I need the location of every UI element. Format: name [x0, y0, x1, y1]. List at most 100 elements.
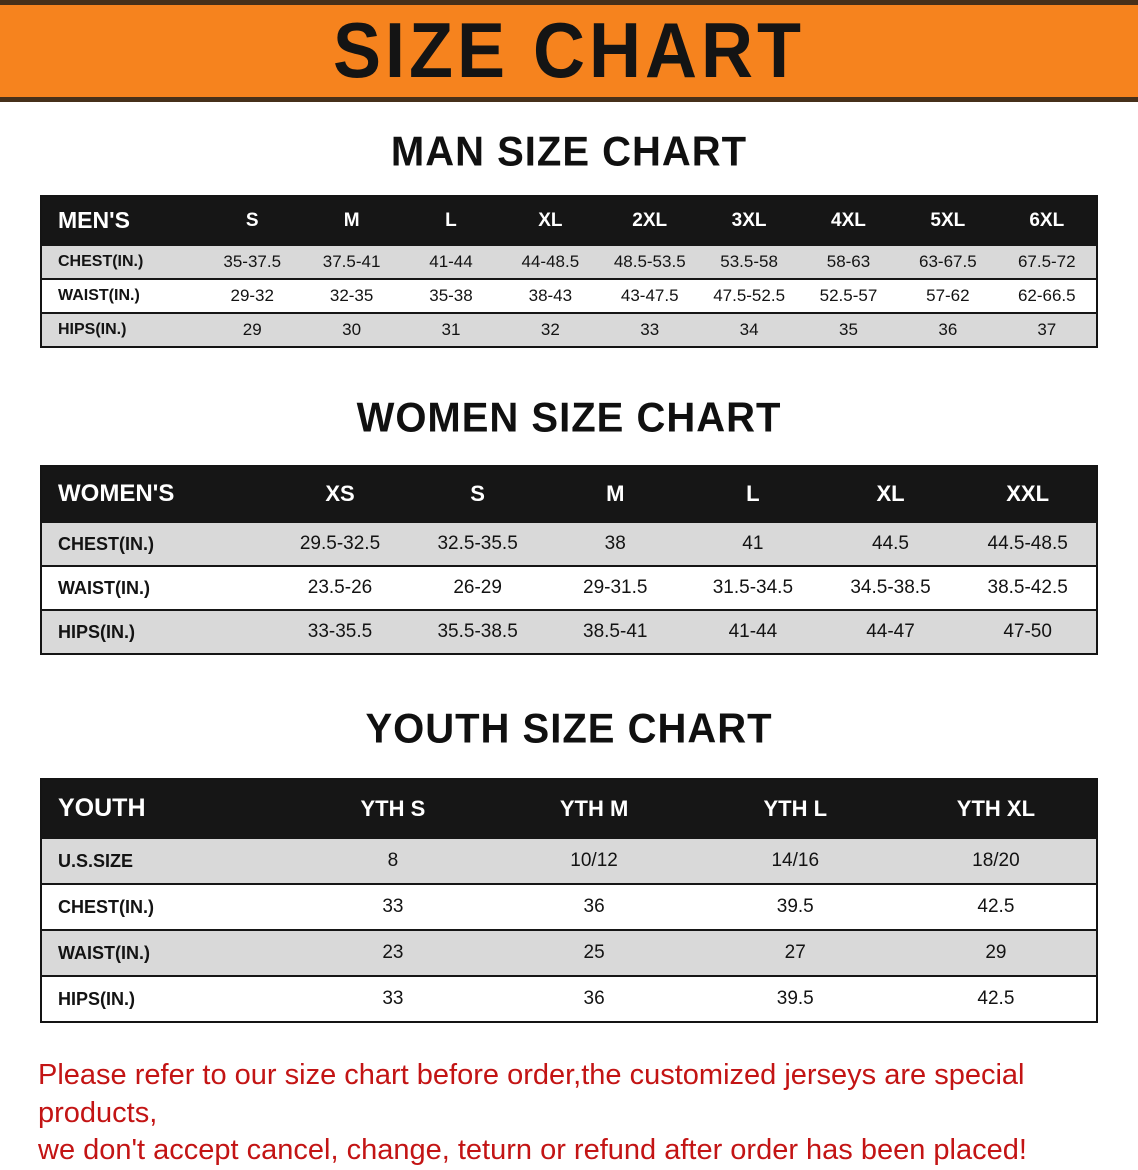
- column-header: 5XL: [898, 196, 998, 245]
- size-value: 32.5-35.5: [437, 533, 518, 554]
- size-value: 32: [540, 320, 560, 339]
- column-header: L: [684, 466, 822, 522]
- size-value: 62-66.5: [1017, 286, 1076, 305]
- table-row: HIPS(IN.) 29 30 31 32 33 34 35 36 37: [41, 313, 1097, 347]
- size-value: 31: [441, 320, 461, 339]
- size-value: 44-47: [866, 621, 915, 642]
- size-value: 32-35: [329, 286, 374, 305]
- column-header: YTH L: [694, 779, 896, 838]
- order-policy-note-line1: Please refer to our size chart before or…: [38, 1059, 1025, 1129]
- size-value: 29.5-32.5: [299, 533, 381, 554]
- size-value: 29-31.5: [583, 577, 648, 598]
- size-value: 43-47.5: [620, 286, 679, 305]
- column-header: S: [408, 466, 547, 522]
- size-value: 48.5-53.5: [613, 252, 686, 271]
- size-value: 31.5-34.5: [712, 577, 794, 598]
- column-header: L: [401, 196, 501, 245]
- size-value: 29: [242, 320, 262, 339]
- size-value: 38.5-42.5: [987, 577, 1068, 598]
- table-row: CHEST(IN.) 33 36 39.5 42.5: [41, 884, 1097, 930]
- column-header: YTH XL: [895, 779, 1097, 838]
- size-value: 35.5-38.5: [437, 621, 518, 642]
- women-section-heading: WOMEN SIZE CHART: [356, 394, 782, 442]
- size-value: 27: [784, 942, 806, 963]
- row-label: HIPS(IN.): [58, 321, 127, 338]
- table-row: U.S.SIZE 8 10/12 14/16 18/20: [41, 838, 1097, 884]
- size-value: 42.5: [977, 896, 1015, 917]
- banner-title: SIZE CHART: [333, 7, 805, 95]
- size-value: 47-50: [1003, 621, 1052, 642]
- table-title: MEN'S: [41, 196, 203, 245]
- women-size-table: WOMEN'S XS S M L XL XXL CHEST(IN.) 29.5-32.5 32.5…: [40, 465, 1098, 655]
- column-header: 3XL: [699, 196, 799, 245]
- column-header: 6XL: [997, 196, 1097, 245]
- size-value: 35: [839, 320, 858, 339]
- size-value: 38.5-41: [583, 621, 648, 642]
- table-row: WAIST(IN.) 29-32 32-35 35-38 38-43 43-47.5 47.…: [41, 279, 1097, 313]
- size-value: 30: [342, 320, 362, 339]
- size-value: 26-29: [453, 577, 502, 598]
- size-value: 63-67.5: [919, 252, 977, 271]
- size-value: 8: [387, 850, 399, 871]
- row-label: WAIST(IN.): [58, 287, 140, 304]
- column-header: S: [202, 196, 302, 245]
- size-value: 41-44: [728, 621, 778, 642]
- column-header: XL: [821, 466, 960, 522]
- size-value: 44.5: [872, 533, 909, 554]
- row-label: U.S.SIZE: [58, 850, 134, 871]
- table-row: HIPS(IN.) 33-35.5 35.5-38.5 38.5-41 41-44 44-…: [41, 610, 1097, 654]
- size-value: 25: [583, 942, 605, 963]
- size-value: 33: [382, 896, 404, 917]
- size-value: 41: [742, 533, 764, 554]
- size-value: 41-44: [429, 252, 473, 271]
- men-size-table: MEN'S S M L XL 2XL 3XL 4XL 5XL 6XL CHEST(IN.) 35-37…: [40, 195, 1098, 348]
- size-value: 58-63: [826, 252, 871, 271]
- size-value: 36: [583, 896, 605, 917]
- size-value: 18/20: [972, 850, 1020, 871]
- youth-section-heading: YOUTH SIZE CHART: [365, 705, 773, 753]
- table-row: WAIST(IN.) 23 25 27 29: [41, 930, 1097, 976]
- youth-size-table: YOUTH YTH S YTH M YTH L YTH XL U.S.SIZE 8 10/12…: [40, 778, 1098, 1023]
- header-row: MEN'S S M L XL 2XL 3XL 4XL 5XL 6XL: [41, 196, 1097, 245]
- men-section-heading: MAN SIZE CHART: [390, 128, 748, 176]
- size-value: 57-62: [926, 286, 970, 305]
- size-value: 23: [382, 942, 404, 963]
- column-header: XXL: [959, 466, 1097, 522]
- size-value: 44.5-48.5: [987, 533, 1068, 554]
- size-value: 39.5: [776, 896, 814, 917]
- size-value: 44-48.5: [521, 252, 580, 271]
- size-value: 39.5: [776, 988, 814, 1009]
- size-value: 33: [640, 320, 660, 339]
- column-header: 2XL: [600, 196, 700, 245]
- size-value: 34.5-38.5: [850, 577, 931, 598]
- size-value: 42.5: [977, 988, 1015, 1009]
- row-label: WAIST(IN.): [58, 577, 150, 598]
- order-policy-note-line2: we don't accept cancel, change, teturn o…: [38, 1134, 1027, 1167]
- size-value: 36: [938, 320, 958, 339]
- table-row: HIPS(IN.) 33 36 39.5 42.5: [41, 976, 1097, 1022]
- size-value: 23.5-26: [307, 577, 373, 598]
- size-value: 37.5-41: [322, 252, 381, 271]
- size-value: 47.5-52.5: [713, 286, 786, 305]
- table-row: CHEST(IN.) 35-37.5 37.5-41 41-44 44-48.5 48.5…: [41, 245, 1097, 279]
- column-header: XS: [271, 466, 409, 522]
- header-row: WOMEN'S XS S M L XL XXL: [41, 466, 1097, 522]
- column-header: M: [301, 196, 402, 245]
- size-value: 35-38: [429, 286, 473, 305]
- size-value: 38-43: [528, 286, 573, 305]
- size-value: 29-32: [230, 286, 274, 305]
- size-value: 29: [985, 942, 1007, 963]
- column-header: M: [546, 466, 685, 522]
- table-row: WAIST(IN.) 23.5-26 26-29 29-31.5 31.5-34.5 34…: [41, 566, 1097, 610]
- table-title: YOUTH: [41, 779, 293, 838]
- size-value: 34: [739, 320, 759, 339]
- row-label: WAIST(IN.): [58, 942, 150, 963]
- row-label: HIPS(IN.): [58, 988, 136, 1009]
- size-value: 10/12: [570, 850, 618, 871]
- column-header: XL: [500, 196, 601, 245]
- header-row: YOUTH YTH S YTH M YTH L YTH XL: [41, 779, 1097, 838]
- size-value: 14/16: [771, 850, 820, 871]
- size-value: 52.5-57: [819, 286, 878, 305]
- column-header: YTH S: [292, 779, 494, 838]
- row-label: HIPS(IN.): [58, 621, 136, 642]
